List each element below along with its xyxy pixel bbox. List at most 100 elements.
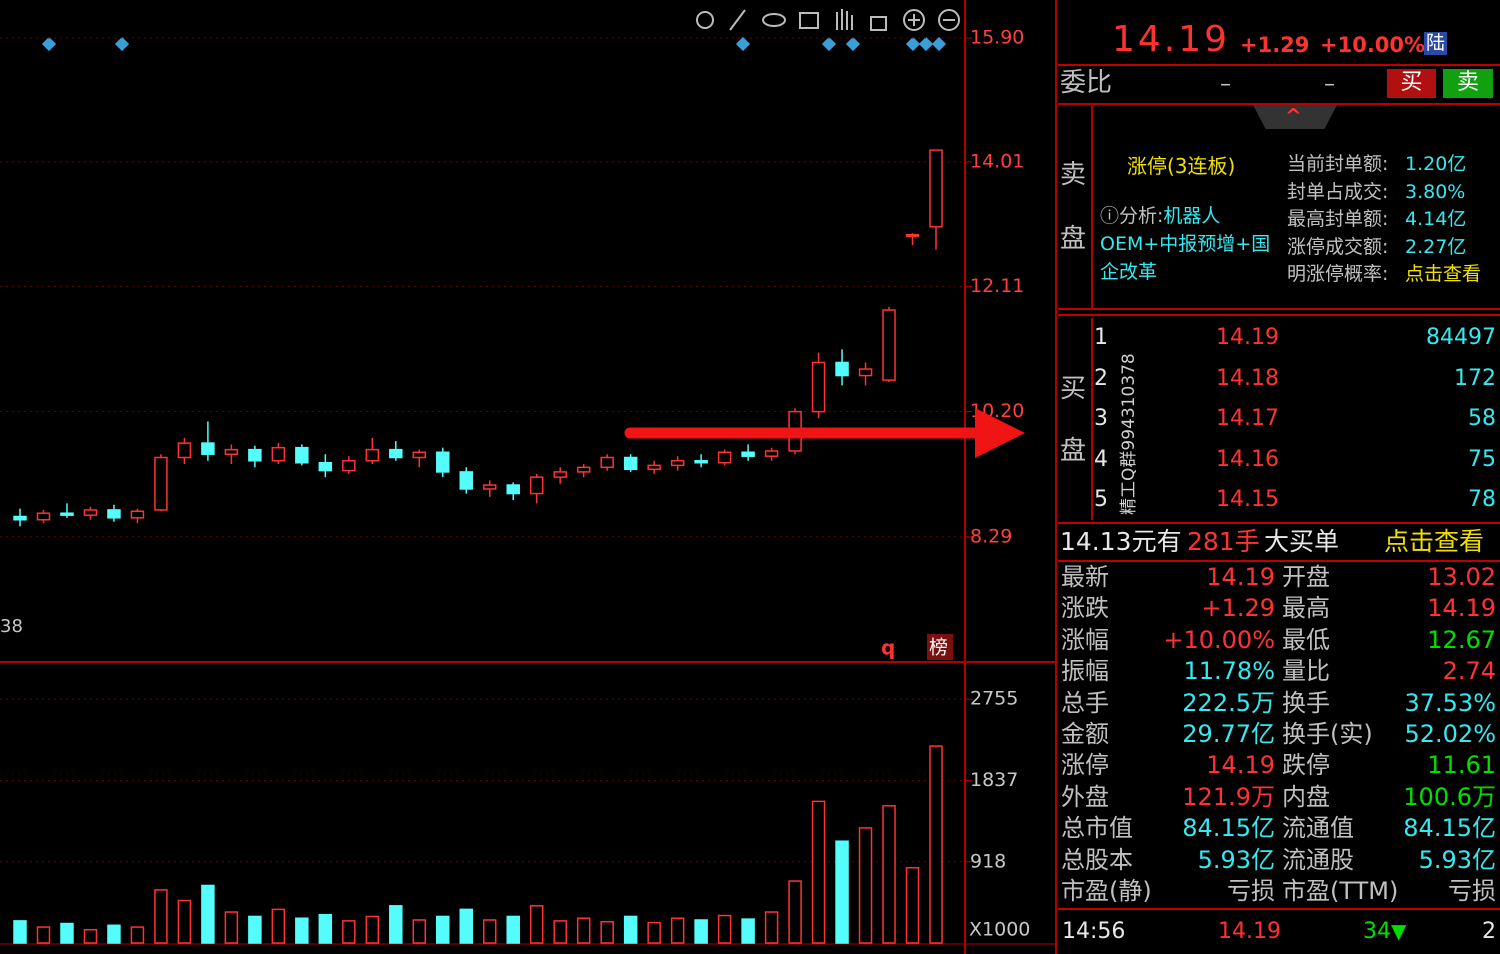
- settings-icon[interactable]: [696, 11, 714, 29]
- stat-value: 11.78%: [1183, 657, 1275, 686]
- candle-body: [835, 361, 849, 377]
- stat-label: 总股本: [1061, 845, 1133, 874]
- stat-label: 换手(实): [1282, 720, 1373, 748]
- volume-tick-label: 918: [970, 850, 1006, 872]
- volume-bar: [224, 911, 239, 944]
- volume-bar: [459, 908, 474, 944]
- divider: [1058, 314, 1500, 316]
- candle-body: [764, 450, 779, 457]
- volume-bar: [107, 924, 121, 944]
- stat-label: 市盈(TTM): [1282, 877, 1399, 905]
- volume-bar: [694, 919, 708, 944]
- bid-level: 1: [1094, 325, 1108, 350]
- rank-label[interactable]: 榜: [929, 637, 948, 659]
- sell-label-top: 卖: [1060, 160, 1087, 190]
- stat-label: 开盘: [1282, 563, 1330, 591]
- last-price: 14.19: [1112, 19, 1231, 60]
- divider: [1058, 64, 1500, 66]
- candle-body: [623, 456, 638, 471]
- stat-label: 跌停: [1282, 751, 1330, 780]
- candle-body: [670, 460, 685, 467]
- seal-info-value[interactable]: 点击查看: [1405, 263, 1482, 285]
- collapse-caret[interactable]: ^: [1285, 104, 1302, 128]
- candle-body: [271, 446, 286, 462]
- volume-bar: [788, 880, 802, 944]
- volume-bar: [177, 899, 192, 944]
- volume-bar: [389, 905, 403, 944]
- seal-info-label: 明涨停概率:: [1287, 263, 1389, 285]
- volume-bar: [295, 917, 309, 944]
- candle-body: [811, 361, 826, 413]
- tick-time: 14:56: [1062, 919, 1126, 944]
- bid-volume: 78: [1468, 487, 1496, 512]
- stat-label: 振幅: [1061, 657, 1109, 686]
- stat-value: 29.77亿: [1182, 720, 1275, 748]
- candle-body: [13, 515, 27, 521]
- stat-value: +10.00%: [1163, 625, 1275, 654]
- draw-icon[interactable]: [729, 9, 746, 31]
- stat-value: 5.93亿: [1197, 845, 1275, 874]
- candle-body: [929, 149, 943, 228]
- stat-value: 12.67: [1427, 625, 1496, 654]
- stat-value: 11.61: [1427, 751, 1496, 780]
- view-icon[interactable]: [762, 13, 786, 27]
- zoom-out-icon[interactable]: [938, 9, 960, 31]
- y-tick-label: 14.01: [970, 150, 1024, 172]
- hand-icon[interactable]: [836, 9, 853, 30]
- bid-level: 2: [1094, 365, 1108, 391]
- limit-up-status: 涨停(3连板): [1127, 154, 1236, 178]
- volume-bar: [576, 917, 591, 944]
- candle-body: [482, 484, 497, 490]
- y-tick-label: 8.29: [970, 525, 1012, 547]
- candle-body: [154, 456, 168, 511]
- stat-label: 最低: [1282, 625, 1330, 654]
- volume-bar: [529, 905, 544, 944]
- analysis: ⓘ分析:机器人OEM+中报预增+国企改革: [1100, 202, 1278, 286]
- buy-button[interactable]: 买: [1387, 69, 1436, 98]
- stat-label: 换手: [1282, 688, 1330, 717]
- volume-bar: [647, 921, 661, 944]
- bid-volume: 172: [1454, 365, 1496, 391]
- rank-badge[interactable]: [927, 634, 953, 660]
- candle-body: [224, 448, 239, 455]
- zoom-in-icon[interactable]: [903, 9, 925, 31]
- toolbar[interactable]: [696, 9, 960, 31]
- seal-info-label: 涨停成交额:: [1287, 235, 1389, 258]
- candle-body: [365, 448, 380, 462]
- buy-label-top: 买: [1060, 374, 1087, 404]
- stat-label: 最高: [1282, 594, 1330, 623]
- signal-marker: [41, 36, 57, 52]
- volume-bar: [436, 915, 450, 944]
- price-change: +1.29: [1240, 33, 1310, 57]
- box-icon[interactable]: [799, 12, 819, 29]
- stat-value: 14.19: [1427, 594, 1496, 623]
- candle-body: [506, 484, 520, 495]
- chart-background: [0, 0, 1058, 954]
- volume-bar: [248, 915, 262, 944]
- stat-value: 亏损: [1227, 877, 1275, 905]
- volume-bar: [412, 919, 427, 944]
- stat-label: 外盘: [1061, 782, 1109, 811]
- candle-body: [905, 233, 920, 237]
- candle-body: [741, 451, 755, 457]
- collapse-tab[interactable]: [1253, 105, 1337, 129]
- stat-value: 5.93亿: [1418, 845, 1496, 874]
- stat-label: 涨停: [1061, 751, 1109, 780]
- divider: [1058, 908, 1500, 910]
- sell-button[interactable]: 卖: [1443, 69, 1493, 98]
- seal-info-value: 2.27亿: [1405, 235, 1467, 258]
- candle-body: [130, 510, 145, 519]
- volume-bar: [623, 915, 638, 944]
- big-order-link[interactable]: 点击查看: [1384, 527, 1485, 556]
- lock-icon[interactable]: [870, 16, 887, 31]
- sell-label-border: [1091, 106, 1093, 310]
- bid-price: 14.19: [1216, 325, 1279, 350]
- volume-bar: [365, 915, 380, 944]
- left-edge-label: 38: [0, 616, 23, 637]
- candle-body: [201, 442, 215, 455]
- volume-bar: [318, 913, 333, 944]
- stat-label: 总手: [1061, 688, 1109, 717]
- candle-body: [412, 451, 427, 459]
- candle-body: [576, 466, 591, 473]
- candle-body: [177, 442, 192, 459]
